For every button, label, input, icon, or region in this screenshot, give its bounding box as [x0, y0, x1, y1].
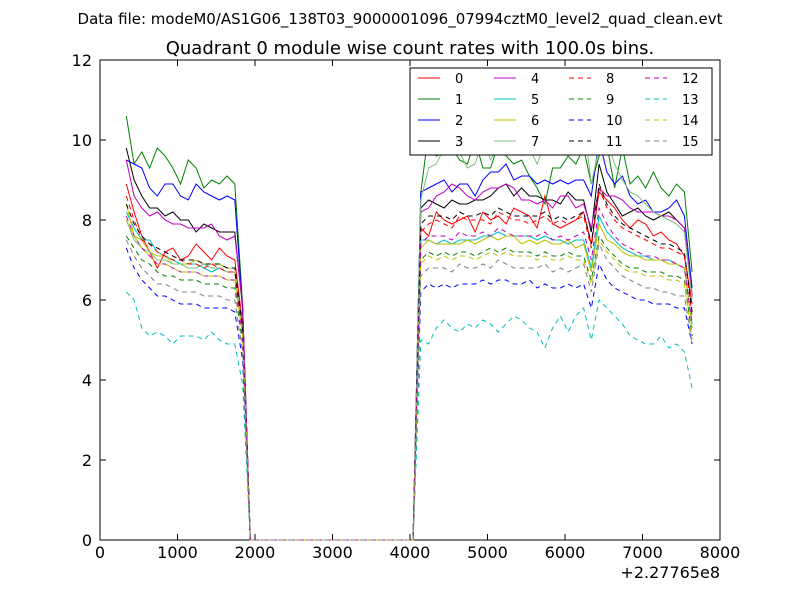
legend-label-13: 13 [682, 93, 699, 108]
y-tick-label: 6 [82, 291, 92, 310]
ticks-layer: 0 1000 2000 3000 4000 5000 6000 7000 80000246810… [72, 51, 741, 562]
legend-label-8: 8 [606, 72, 614, 87]
x-tick-label: 1000 [157, 543, 198, 562]
legend-label-3: 3 [455, 135, 463, 150]
series-line-13 [125, 291, 693, 541]
series-line-5 [125, 211, 693, 541]
series-line-11 [125, 183, 693, 541]
y-tick-label: 10 [72, 131, 92, 150]
series-line-3 [125, 147, 693, 541]
plot-area: 0 1000 2000 3000 4000 5000 6000 7000 80000246810… [72, 51, 741, 562]
series-line-4 [125, 159, 693, 541]
series-line-10 [125, 247, 693, 541]
legend-label-6: 6 [531, 114, 539, 129]
legend-label-5: 5 [531, 93, 539, 108]
x-tick-label: 4000 [390, 543, 431, 562]
y-tick-label: 0 [82, 531, 92, 550]
supertitle: Data file: modeM0/AS1G06_138T03_90000010… [78, 10, 723, 29]
x-tick-label: 7000 [622, 543, 663, 562]
y-tick-label: 2 [82, 451, 92, 470]
series-layer [125, 114, 693, 541]
legend-label-15: 15 [682, 135, 699, 150]
x-offset-label: +2.27765e8 [620, 563, 720, 582]
series-line-6 [125, 203, 693, 541]
series-line-1 [125, 115, 693, 541]
chart-title: Quadrant 0 module wise count rates with … [166, 38, 655, 59]
x-tick-label: 0 [95, 543, 105, 562]
series-line-7 [125, 114, 693, 541]
legend-label-10: 10 [606, 114, 623, 129]
legend-label-2: 2 [455, 114, 463, 129]
x-tick-label: 6000 [545, 543, 586, 562]
legend-label-9: 9 [606, 93, 614, 108]
series-line-0 [125, 183, 693, 541]
legend-label-12: 12 [682, 72, 699, 87]
x-tick-label: 2000 [235, 543, 276, 562]
y-tick-label: 8 [82, 211, 92, 230]
legend-label-0: 0 [455, 72, 463, 87]
series-line-15 [125, 239, 693, 541]
series-line-12 [125, 206, 693, 541]
legend-label-1: 1 [455, 93, 463, 108]
series-line-14 [125, 219, 693, 541]
series-line-8 [125, 187, 693, 541]
legend-label-7: 7 [531, 135, 539, 150]
legend-label-14: 14 [682, 114, 699, 129]
legend-box [409, 67, 713, 156]
legend-label-11: 11 [606, 135, 623, 150]
x-tick-label: 3000 [312, 543, 353, 562]
y-tick-label: 4 [82, 371, 92, 390]
x-tick-label: 8000 [700, 543, 741, 562]
x-tick-label: 5000 [467, 543, 508, 562]
series-line-9 [125, 234, 693, 541]
y-tick-label: 12 [72, 51, 92, 70]
legend-label-4: 4 [531, 72, 539, 87]
